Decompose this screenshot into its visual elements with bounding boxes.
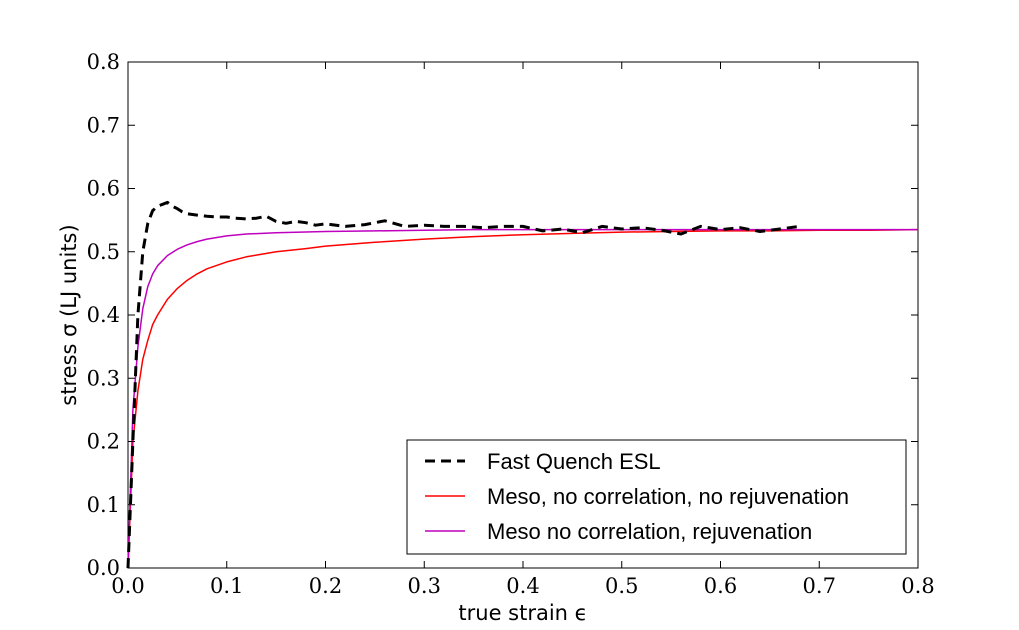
legend-label: Meso no correlation, rejuvenation (487, 519, 812, 544)
x-tick-label: 0.4 (506, 574, 539, 598)
y-tick-label: 0.5 (87, 240, 120, 264)
y-tick-label: 0.2 (87, 430, 120, 454)
y-tick-label: 0.0 (87, 556, 120, 580)
y-axis-label: stress σ (LJ units) (57, 224, 81, 405)
legend: Fast Quench ESL Meso, no correlation, no … (406, 439, 907, 555)
x-tick-label: 0.6 (704, 574, 737, 598)
y-tick-label: 0.8 (87, 50, 120, 74)
x-tick-label: 0.2 (309, 574, 342, 598)
x-axis-label: true strain ϵ (458, 601, 587, 625)
x-tick-label: 0.1 (210, 574, 243, 598)
x-tick-label: 0.5 (605, 574, 638, 598)
series-line-1 (127, 228, 919, 569)
y-tick-label: 0.7 (87, 113, 120, 137)
y-tick-label: 0.6 (87, 177, 120, 201)
ticks-layer: 0.0 0.1 0.2 0.3 0.4 0.5 0.6 0.7 0.8 0.0 0.1 0.2 0.3 0… (87, 50, 935, 598)
series-line-0 (126, 200, 800, 569)
x-tick-label: 0.0 (111, 574, 144, 598)
x-tick-label: 0.7 (803, 574, 836, 598)
x-tick-label: 0.3 (408, 574, 441, 598)
y-tick-label: 0.3 (87, 366, 120, 390)
x-tick-label: 0.8 (901, 574, 934, 598)
series-layer (126, 200, 919, 569)
y-tick-label: 0.4 (87, 303, 120, 327)
y-tick-label: 0.1 (87, 493, 120, 517)
legend-label: Fast Quench ESL (487, 449, 661, 474)
legend-box (406, 439, 907, 555)
legend-label: Meso, no correlation, no rejuvenation (487, 484, 849, 509)
